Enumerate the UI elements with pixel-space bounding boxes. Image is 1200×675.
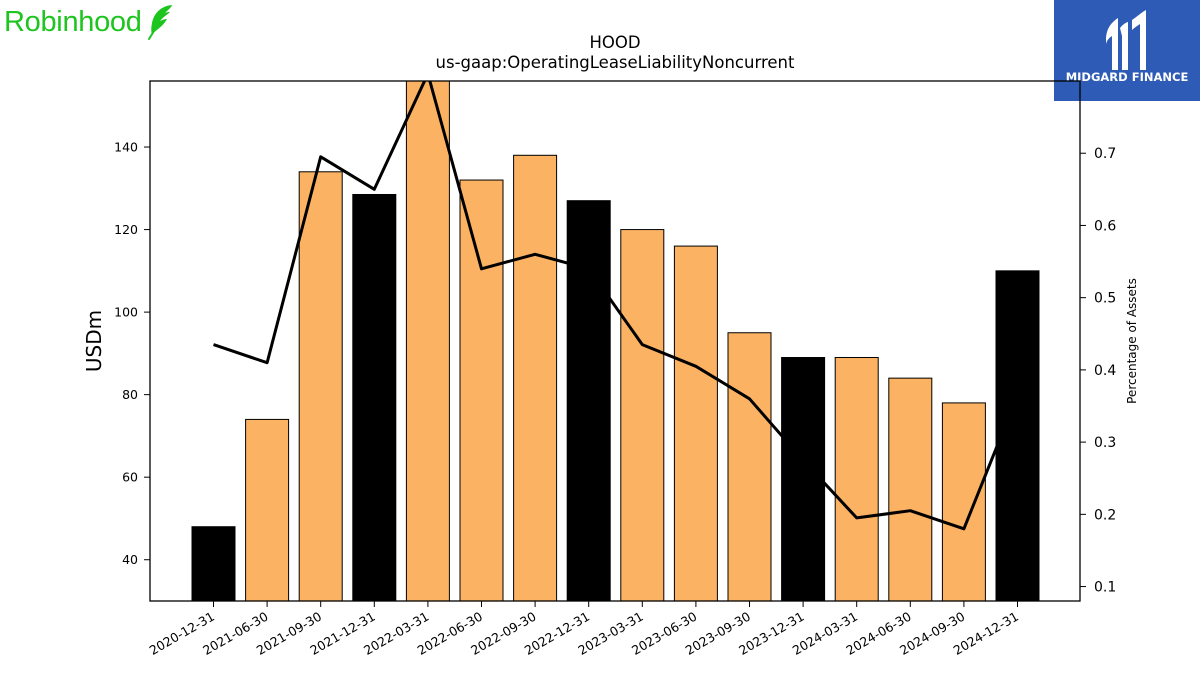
bar-2023-03-31 (620, 229, 665, 601)
y-axis-label: USDm (82, 310, 106, 372)
bar-2023-12-31 (781, 357, 826, 601)
chart-title: HOOD (589, 33, 640, 52)
y-tick-label: 60 (122, 470, 138, 485)
y-tick-label: 100 (114, 305, 138, 320)
y2-tick-label: 0.2 (1094, 507, 1116, 523)
y-tick-label: 120 (114, 222, 138, 237)
y2-tick-label: 0.6 (1094, 218, 1116, 234)
bar-2023-06-30 (673, 245, 718, 601)
bar-2020-12-31 (191, 526, 236, 601)
y2-tick-label: 0.3 (1094, 435, 1116, 451)
bar-2024-09-30 (941, 402, 986, 601)
midgard-logo-icon (1106, 10, 1146, 70)
chart-subtitle: us-gaap:OperatingLeaseLiabilityNoncurren… (436, 53, 795, 72)
y2-tick-label: 0.4 (1094, 363, 1116, 379)
y2-axis-label: Percentage of Assets (1125, 278, 1139, 404)
bar-2021-12-31 (352, 193, 397, 601)
y-tick-label: 40 (122, 552, 138, 567)
y2-tick-label: 0.7 (1094, 146, 1116, 162)
bar-2022-12-31 (566, 200, 611, 601)
percent-of-assets-line (213, 81, 1019, 531)
bar-2021-09-30 (298, 171, 343, 601)
bar-2024-06-30 (888, 377, 933, 601)
y-tick-label: 80 (122, 387, 138, 402)
bar-2022-03-31 (405, 81, 450, 601)
feather-icon (147, 5, 172, 40)
y2-tick-label: 0.1 (1094, 580, 1116, 596)
bar-2024-12-31 (995, 270, 1040, 601)
bar-2022-06-30 (459, 179, 504, 601)
plot-frame (149, 80, 1081, 602)
brand-logo: Robinhood (4, 2, 176, 42)
bar-2023-09-30 (727, 332, 772, 601)
bar-2024-03-31 (834, 357, 879, 601)
y2-tick-label: 0.5 (1094, 291, 1116, 307)
bar-2022-09-30 (513, 154, 558, 601)
brand-name: Robinhood (4, 5, 142, 38)
partner-logo: MIDGARD FINANCE (1054, 0, 1200, 101)
bar-2021-06-30 (245, 418, 290, 601)
y-tick-label: 140 (114, 140, 138, 155)
partner-name: MIDGARD FINANCE (1066, 70, 1189, 84)
